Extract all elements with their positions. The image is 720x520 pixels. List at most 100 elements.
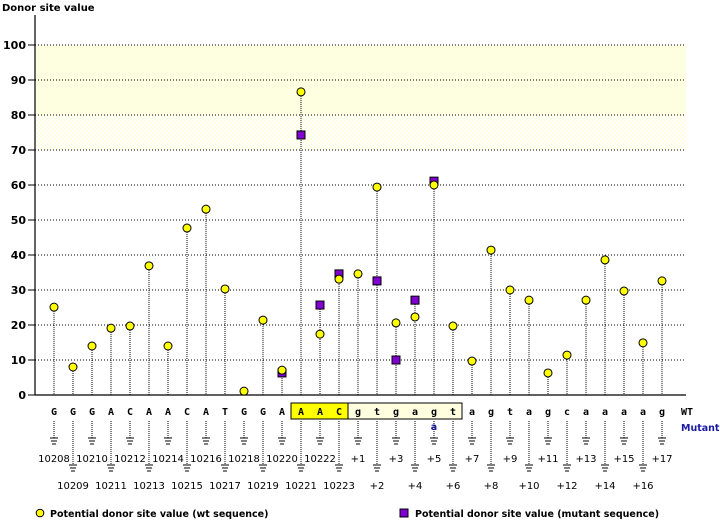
y-tick-label: 100	[3, 39, 26, 52]
position-label: +9	[503, 454, 518, 465]
y-tick-label: 90	[11, 74, 27, 87]
y-tick-label: 50	[11, 214, 27, 227]
base-letter: C	[184, 407, 190, 418]
position-label: +11	[537, 454, 558, 465]
base-letter: t	[374, 407, 380, 418]
mutant-point	[410, 295, 420, 305]
base-letter: g	[393, 407, 399, 418]
wt-point	[163, 341, 173, 351]
wt-point	[467, 356, 477, 366]
base-letter: c	[564, 407, 570, 418]
position-label: +3	[389, 454, 404, 465]
mutant-point	[296, 130, 306, 140]
base-letter: g	[545, 407, 551, 418]
position-label: 10210	[76, 454, 108, 465]
wt-point	[391, 318, 401, 328]
position-label: +5	[427, 454, 442, 465]
mutant-point	[372, 276, 382, 286]
wt-point	[505, 285, 515, 295]
wt-point	[277, 365, 287, 375]
y-tick-label: 60	[11, 179, 27, 192]
highlight-band	[36, 45, 686, 150]
base-letter: a	[412, 407, 418, 418]
position-label: +12	[556, 481, 577, 492]
band-dither	[36, 115, 686, 150]
base-letter: a	[469, 407, 475, 418]
position-label: 10219	[247, 481, 279, 492]
position-label: +2	[370, 481, 385, 492]
wt-point	[486, 245, 496, 255]
base-letter: A	[146, 407, 152, 418]
mutant-row-label: Mutant	[681, 423, 720, 434]
position-label: +15	[613, 454, 634, 465]
gridlines	[35, 44, 686, 361]
axes: 0 10 20 30 40 50 60 70 80 90 100	[3, 15, 686, 402]
wt-point	[220, 284, 230, 294]
legend-mutant-label: Potential donor site value (mutant seque…	[415, 509, 659, 520]
wt-point	[638, 338, 648, 348]
wt-point	[315, 329, 325, 339]
wt-row-label: WT	[681, 407, 693, 418]
band-solid	[36, 45, 686, 115]
position-label: 10214	[152, 454, 184, 465]
mutant-point	[391, 355, 401, 365]
position-label: +8	[484, 481, 499, 492]
wt-point	[524, 295, 534, 305]
position-label: 10222	[304, 454, 336, 465]
position-label: +1	[351, 454, 366, 465]
y-tick-label: 10	[11, 354, 27, 367]
wt-point	[543, 368, 553, 378]
base-letter: a	[526, 407, 532, 418]
base-letter: t	[507, 407, 513, 418]
base-letter: G	[89, 407, 95, 418]
wt-point	[372, 182, 382, 192]
position-label: +16	[632, 481, 653, 492]
position-label: +6	[446, 481, 461, 492]
base-letter: G	[70, 407, 76, 418]
base-letter: A	[298, 407, 304, 418]
base-letter: C	[336, 407, 342, 418]
base-letter: a	[583, 407, 589, 418]
base-letter: T	[222, 407, 228, 418]
position-label: 10209	[57, 481, 89, 492]
position-label: 10218	[228, 454, 260, 465]
position-label: 10220	[266, 454, 298, 465]
wt-point	[201, 204, 211, 214]
base-letter: A	[279, 407, 285, 418]
y-tick-label: 20	[11, 319, 27, 332]
position-label: 10217	[209, 481, 241, 492]
wt-point	[87, 341, 97, 351]
base-letter: A	[317, 407, 323, 418]
position-label: +13	[575, 454, 596, 465]
y-axis-title: Donor site value	[2, 3, 95, 14]
wt-point	[562, 350, 572, 360]
wt-point	[49, 302, 59, 312]
position-label: 10223	[323, 481, 355, 492]
position-label: 10213	[133, 481, 165, 492]
wt-point	[619, 286, 629, 296]
base-letter: G	[260, 407, 266, 418]
position-label: +10	[518, 481, 539, 492]
wt-point	[353, 269, 363, 279]
position-label: 10215	[171, 481, 203, 492]
base-letter: g	[431, 407, 437, 418]
position-label: +4	[408, 481, 423, 492]
position-label: 10208	[38, 454, 70, 465]
base-letter: C	[127, 407, 133, 418]
data-points	[49, 87, 667, 396]
position-label: 10211	[95, 481, 127, 492]
wt-point	[429, 180, 439, 190]
exon-highlight-box	[290, 402, 349, 420]
base-letter: g	[659, 407, 665, 418]
base-letter: a	[621, 407, 627, 418]
wt-point	[600, 255, 610, 265]
y-tick-label: 70	[11, 144, 27, 157]
wt-point	[68, 362, 78, 372]
base-letter: t	[450, 407, 456, 418]
wt-point	[334, 274, 344, 284]
wt-point	[657, 276, 667, 286]
y-tick-label: 40	[11, 249, 27, 262]
base-letter: a	[640, 407, 646, 418]
base-letter: A	[108, 407, 114, 418]
